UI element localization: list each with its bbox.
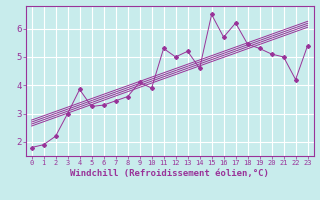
X-axis label: Windchill (Refroidissement éolien,°C): Windchill (Refroidissement éolien,°C) xyxy=(70,169,269,178)
